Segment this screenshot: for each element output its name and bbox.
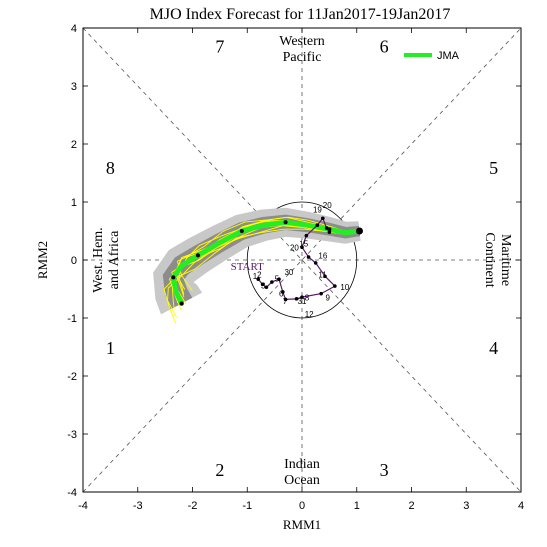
region-right-line2: Continent — [482, 232, 497, 287]
ensemble-line — [176, 216, 360, 291]
x-tick-label: 4 — [518, 500, 524, 512]
region-top-line2: Pacific — [283, 50, 322, 65]
phase-number: 2 — [215, 460, 224, 480]
y-axis-label: RMM2 — [35, 241, 50, 279]
observed-day-label: 9 — [326, 294, 331, 303]
phase-number: 6 — [380, 36, 389, 56]
observed-point — [277, 277, 281, 281]
observed-point — [333, 284, 337, 288]
y-tick-label: 4 — [71, 23, 77, 35]
region-right-line1: Maritime — [498, 234, 513, 286]
y-tick-label: -1 — [67, 313, 77, 325]
observed-point — [323, 274, 327, 279]
observed-point — [300, 295, 304, 299]
y-tick-label: 1 — [71, 197, 77, 209]
chart-title: MJO Index Forecast for 11Jan2017-19Jan20… — [150, 6, 451, 23]
observed-point — [306, 255, 311, 259]
x-tick-label: -4 — [78, 500, 88, 512]
observed-point — [264, 285, 269, 290]
observed-point — [324, 226, 329, 230]
diagonal-guide — [82, 27, 522, 493]
x-tick-label: -1 — [242, 500, 252, 512]
y-tick-label: 0 — [71, 255, 77, 267]
observed-point — [260, 282, 265, 287]
observed-point — [321, 216, 325, 221]
region-top-line1: Western — [279, 34, 325, 49]
phase-number: 5 — [489, 158, 498, 178]
ensemble-line — [163, 228, 360, 324]
observed-day-label: 15 — [299, 240, 308, 249]
forecast-mean — [170, 219, 363, 306]
observed-day-label: 11 — [318, 270, 327, 279]
observed-day-label: 20 — [290, 244, 299, 253]
y-tick-label: 2 — [71, 139, 77, 151]
observed-day-label: 19 — [313, 205, 322, 214]
x-tick-label: -3 — [133, 500, 143, 512]
observed-day-label: 16 — [318, 251, 327, 260]
forecast-point — [239, 229, 244, 233]
x-tick-label: 1 — [354, 500, 360, 512]
start-label: START — [231, 261, 265, 273]
unit-circle — [246, 201, 358, 319]
y-tick-label: 3 — [71, 81, 77, 93]
x-tick-label: 2 — [408, 500, 414, 512]
observed-day-label: 10 — [340, 283, 349, 292]
phase-number: 8 — [106, 158, 115, 178]
observed-point — [270, 280, 274, 284]
region-bottom-line2: Ocean — [284, 473, 320, 488]
phase-number: 1 — [106, 338, 115, 358]
observed-day-label: 3 — [261, 281, 266, 290]
observed-point — [283, 297, 288, 302]
y-tick-label: -2 — [67, 371, 77, 383]
region-left-line1: West. Hem. — [91, 227, 106, 292]
spread-band-inner — [162, 214, 361, 310]
y-tick-label: -4 — [67, 487, 77, 499]
observed-point — [304, 233, 309, 238]
forecast-spread — [153, 207, 361, 315]
x-tick-label: 0 — [299, 500, 305, 512]
observed-point — [313, 261, 318, 265]
forecast-point — [171, 275, 176, 280]
phase-number: 4 — [489, 338, 498, 358]
observed-day-label: 20 — [323, 201, 332, 210]
phase-guides — [82, 27, 522, 493]
phase-number: 7 — [215, 36, 224, 56]
diagonal-guide — [82, 27, 522, 493]
x-axis-label: RMM1 — [283, 517, 321, 532]
observed-day-label: 2 — [257, 270, 262, 279]
observed-day-label: 5 — [275, 274, 280, 283]
x-tick-label: -2 — [188, 500, 198, 512]
observed-day-label: 7 — [283, 297, 288, 306]
observed-point — [319, 291, 323, 296]
forecast-point — [355, 227, 363, 235]
legend-label: JMA — [437, 50, 460, 62]
observed-day-label: 12 — [305, 310, 314, 319]
forecast-point — [179, 301, 184, 306]
phase-number: 3 — [380, 460, 389, 480]
legend: JMA — [404, 50, 460, 62]
forecast-point — [283, 220, 288, 225]
observed-point — [315, 223, 320, 227]
observed-day-label: 8 — [305, 294, 310, 303]
observed-point — [327, 230, 332, 234]
region-bottom-line1: Indian — [284, 457, 320, 472]
observed-point — [294, 297, 299, 301]
observed-day-label: 6 — [279, 290, 284, 299]
observed-point — [256, 277, 261, 281]
observed-day-label: 30 — [284, 268, 293, 277]
spread-band-outer — [153, 207, 361, 315]
x-tick-label: 3 — [463, 500, 469, 512]
observed-point — [300, 245, 304, 250]
region-left-line2: and Africa — [107, 230, 122, 289]
observed-point — [281, 290, 285, 294]
observed-day-label: 31 — [298, 297, 307, 306]
forecast-point — [195, 253, 200, 258]
y-tick-label: -3 — [67, 429, 77, 441]
observed-day-label: 1 — [253, 272, 258, 281]
